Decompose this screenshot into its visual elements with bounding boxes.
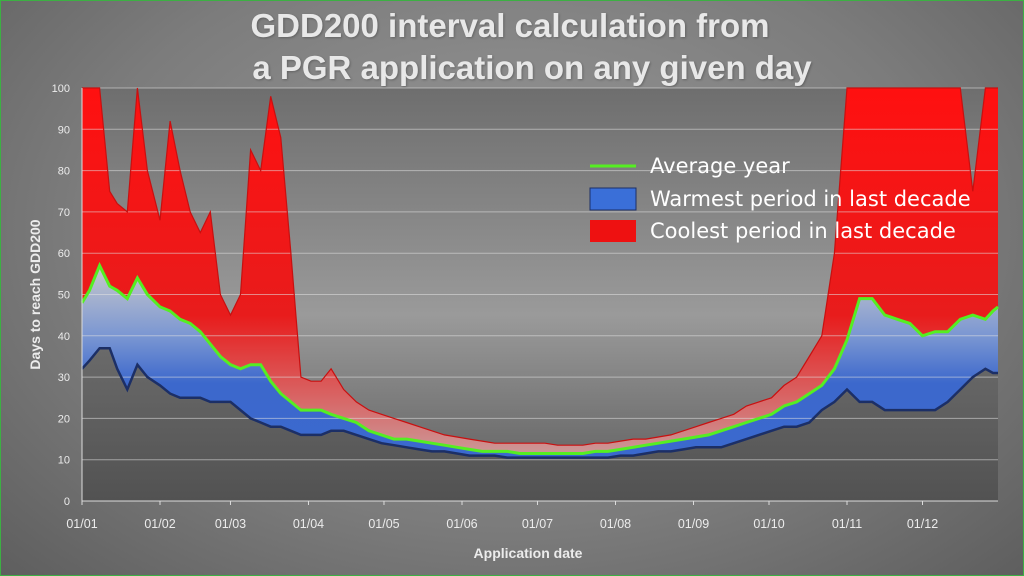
y-tick-label: 80 <box>58 166 70 178</box>
y-tick-label: 40 <box>58 331 70 343</box>
y-tick-label: 30 <box>58 372 70 384</box>
y-tick-label: 70 <box>58 207 70 219</box>
x-tick-label: 01/05 <box>368 517 399 531</box>
legend: Average year Warmest period in last decad… <box>589 154 971 243</box>
y-tick-label: 0 <box>64 496 70 508</box>
y-tick-label: 20 <box>58 413 70 425</box>
warmest-line <box>81 346 998 459</box>
coolest-area-layer <box>82 88 998 501</box>
x-tick-label: 01/01 <box>66 517 97 531</box>
x-tick-label: 01/02 <box>144 517 175 531</box>
x-axis-label: Application date <box>474 545 583 561</box>
legend-label-average: Average year <box>650 154 790 178</box>
y-tick-label: 50 <box>58 290 70 302</box>
x-tick-label: 01/12 <box>907 517 938 531</box>
average-year-line <box>80 261 999 455</box>
coolest-line <box>82 87 998 446</box>
below-warmest-area <box>82 348 998 501</box>
y-tick-label: 10 <box>58 455 70 467</box>
series-lines <box>80 87 999 459</box>
x-tick-label: 01/10 <box>753 517 784 531</box>
x-tick-label: 01/04 <box>293 517 324 531</box>
x-tick-label: 01/06 <box>446 517 477 531</box>
legend-swatch-coolest <box>590 220 636 242</box>
axes: 0 10 20 30 40 50 60 70 80 90 100 01/01 01/02 01/03 01/… <box>27 83 998 561</box>
chart-title-line-2: a PGR application on any given day <box>252 49 812 86</box>
y-tick-label: 100 <box>52 83 70 95</box>
gridlines <box>82 87 998 461</box>
legend-swatch-warmest <box>589 187 637 211</box>
chart-title-line-1: GDD200 interval calculation from <box>250 7 770 44</box>
x-tick-label: 01/03 <box>215 517 246 531</box>
x-tick-label: 01/07 <box>522 517 553 531</box>
x-tick-label: 01/08 <box>600 517 631 531</box>
legend-label-coolest: Coolest period in last decade <box>650 219 956 243</box>
y-axis-label: Days to reach GDD200 <box>27 219 43 369</box>
x-tick-label: 01/09 <box>678 517 709 531</box>
legend-label-warmest: Warmest period in last decade <box>650 187 971 211</box>
below-warmest-layer <box>82 348 998 501</box>
x-tick-label: 01/11 <box>832 517 862 531</box>
y-tick-label: 90 <box>58 124 70 136</box>
y-tick-label: 60 <box>58 248 70 260</box>
coolest-area <box>82 88 998 501</box>
